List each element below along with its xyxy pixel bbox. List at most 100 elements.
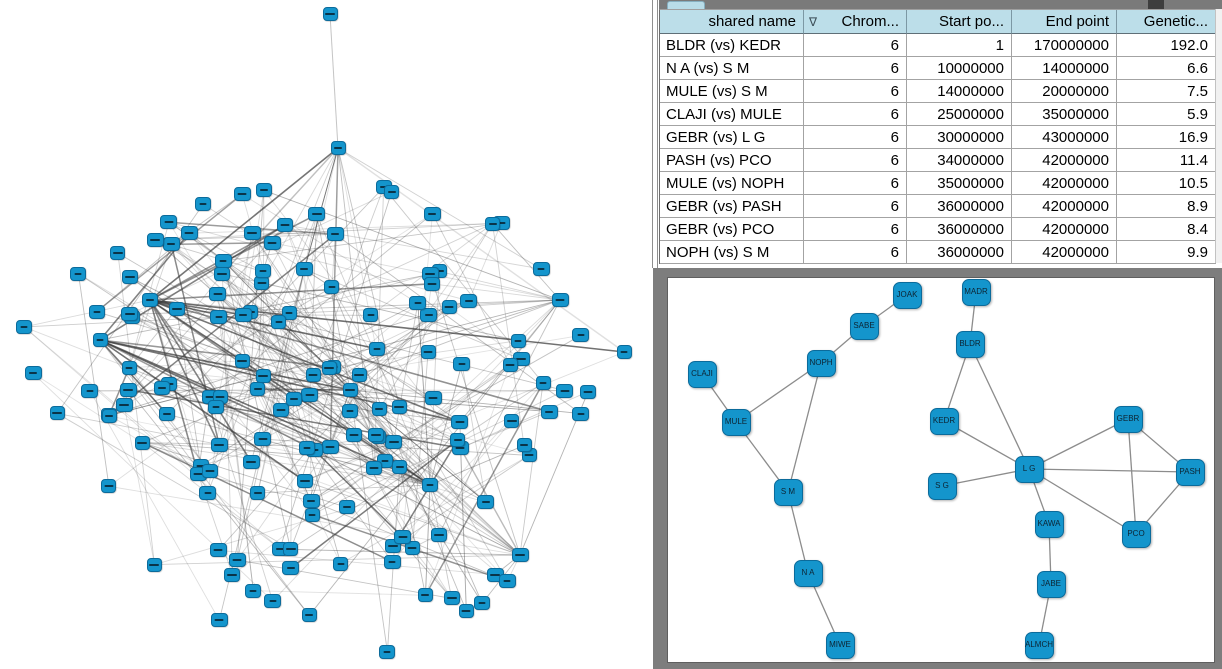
table-row[interactable]: NOPH (vs) S M 6 36000000 42000000 9.9 <box>660 241 1216 264</box>
network-node[interactable] <box>24 366 42 381</box>
network-node[interactable] <box>424 391 442 406</box>
network-node[interactable] <box>430 527 447 542</box>
network-node[interactable] <box>110 246 126 261</box>
network-node[interactable] <box>210 438 228 453</box>
table-row[interactable]: GEBR (vs) L G 6 30000000 43000000 16.9 <box>660 126 1216 149</box>
table-row[interactable]: MULE (vs) S M 6 14000000 20000000 7.5 <box>660 80 1216 103</box>
network-node[interactable] <box>121 307 139 322</box>
network-node[interactable] <box>134 435 150 450</box>
main-network-panel[interactable] <box>0 0 652 669</box>
network-node[interactable] <box>154 381 171 396</box>
network-node[interactable] <box>342 404 359 419</box>
network-node[interactable] <box>516 438 532 453</box>
network-node[interactable] <box>254 264 271 279</box>
network-node[interactable] <box>159 407 176 422</box>
network-node[interactable] <box>209 287 227 302</box>
network-node[interactable] <box>16 319 32 334</box>
panel-divider[interactable] <box>652 0 658 268</box>
network-node[interactable] <box>255 183 272 198</box>
network-node[interactable] <box>305 367 321 382</box>
network-node[interactable] <box>580 384 597 399</box>
network-node[interactable] <box>338 500 355 515</box>
network-node[interactable] <box>146 557 162 572</box>
network-node[interactable] <box>417 588 433 603</box>
horizontal-scrollbar[interactable] <box>659 0 1222 9</box>
table-row[interactable]: GEBR (vs) PCO 6 36000000 42000000 8.4 <box>660 218 1216 241</box>
network-node[interactable] <box>379 645 396 659</box>
network-node[interactable] <box>441 300 457 315</box>
network-node[interactable] <box>409 296 427 311</box>
network-node[interactable] <box>351 367 367 382</box>
network-node[interactable] <box>214 266 231 281</box>
network-node[interactable] <box>404 540 420 555</box>
network-node[interactable] <box>556 383 574 398</box>
network-node[interactable] <box>243 226 261 241</box>
network-node[interactable] <box>423 206 441 221</box>
network-node[interactable] <box>121 360 137 375</box>
network-node[interactable] <box>420 307 438 322</box>
network-node[interactable] <box>146 233 164 248</box>
network-node[interactable] <box>535 376 551 391</box>
column-header-start-po[interactable]: Start po... <box>907 10 1012 34</box>
network-node[interactable] <box>532 261 550 276</box>
network-node[interactable] <box>391 400 407 415</box>
network-node[interactable] <box>383 554 401 569</box>
network-node[interactable] <box>333 556 349 571</box>
network-node[interactable] <box>572 406 590 421</box>
network-node[interactable] <box>81 383 99 398</box>
network-node[interactable] <box>451 414 469 429</box>
filter-icon[interactable]: ∇ <box>809 14 818 29</box>
network-node[interactable] <box>321 360 337 375</box>
network-node[interactable] <box>296 474 313 489</box>
column-header-genetic[interactable]: Genetic... <box>1117 10 1216 34</box>
network-node[interactable] <box>168 302 185 317</box>
network-node[interactable] <box>572 328 590 343</box>
network-node[interactable] <box>616 345 632 359</box>
network-node[interactable] <box>245 583 262 598</box>
network-node[interactable] <box>209 543 227 558</box>
node-n-a[interactable]: N A <box>793 559 823 587</box>
network-node[interactable] <box>458 603 474 618</box>
network-node[interactable] <box>250 381 266 396</box>
network-node[interactable] <box>250 486 266 501</box>
network-node[interactable] <box>271 314 286 329</box>
node-joak[interactable]: JOAK <box>892 281 922 309</box>
network-node[interactable] <box>160 215 178 230</box>
network-node[interactable] <box>371 402 387 417</box>
node-sabe[interactable]: SABE <box>849 312 879 340</box>
network-node[interactable] <box>322 7 338 21</box>
node-noph[interactable]: NOPH <box>806 349 836 377</box>
network-node[interactable] <box>345 428 362 443</box>
node-kedr[interactable]: KEDR <box>929 407 959 435</box>
node-almch[interactable]: ALMCH <box>1024 631 1054 659</box>
network-node[interactable] <box>264 594 282 609</box>
network-node[interactable] <box>366 461 383 476</box>
network-node[interactable] <box>202 464 219 479</box>
network-node[interactable] <box>299 440 316 455</box>
network-node[interactable] <box>285 392 302 407</box>
network-node[interactable] <box>234 307 252 322</box>
network-node[interactable] <box>121 270 138 285</box>
column-header-chrom[interactable]: ∇ Chrom... <box>804 10 907 34</box>
network-node[interactable] <box>115 398 133 413</box>
network-node[interactable] <box>551 293 569 307</box>
network-node[interactable] <box>88 304 105 319</box>
network-node[interactable] <box>368 341 385 356</box>
network-node[interactable] <box>233 187 251 202</box>
network-node[interactable] <box>254 276 270 291</box>
network-node[interactable] <box>422 478 438 492</box>
network-node[interactable] <box>511 548 529 562</box>
network-node[interactable] <box>210 613 228 628</box>
network-node[interactable] <box>142 293 158 307</box>
network-node[interactable] <box>498 574 516 589</box>
network-node[interactable] <box>301 387 319 402</box>
node-gebr[interactable]: GEBR <box>1113 405 1143 433</box>
network-node[interactable] <box>49 406 65 421</box>
network-node[interactable] <box>272 402 289 417</box>
node-s-m[interactable]: S M <box>773 478 803 506</box>
network-node[interactable] <box>208 400 225 415</box>
network-node[interactable] <box>394 530 412 545</box>
network-node[interactable] <box>199 485 217 500</box>
node-jabe[interactable]: JABE <box>1036 570 1066 598</box>
table-row[interactable]: BLDR (vs) KEDR 6 1 170000000 192.0 <box>660 34 1216 57</box>
